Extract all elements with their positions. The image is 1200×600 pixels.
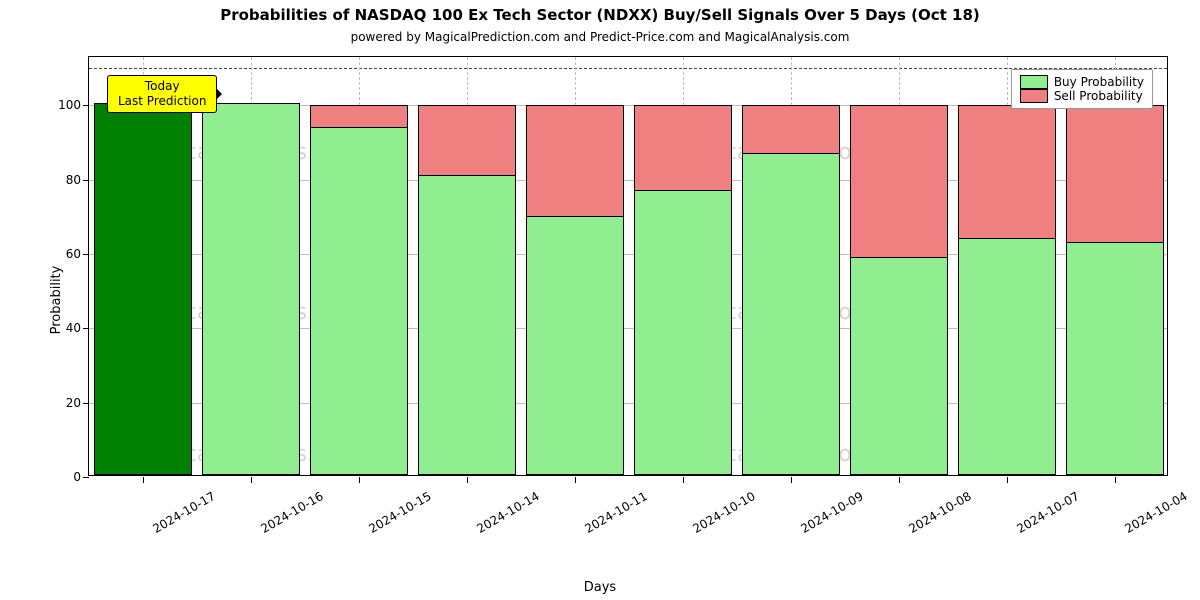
bar-buy xyxy=(526,215,623,475)
ytick-label: 40 xyxy=(41,321,81,335)
xtick-label: 2024-10-14 xyxy=(474,489,541,536)
ytick-mark xyxy=(83,403,89,404)
xtick-mark xyxy=(143,477,144,483)
xtick-label: 2024-10-09 xyxy=(798,489,865,536)
legend-label: Buy Probability xyxy=(1054,75,1144,89)
bar-buy xyxy=(202,103,299,475)
ytick-label: 60 xyxy=(41,247,81,261)
bar-buy xyxy=(1066,241,1163,475)
xtick-label: 2024-10-15 xyxy=(366,489,433,536)
xtick-mark xyxy=(1007,477,1008,483)
ytick-mark xyxy=(83,477,89,478)
xtick-mark xyxy=(251,477,252,483)
xtick-label: 2024-10-11 xyxy=(582,489,649,536)
legend-swatch xyxy=(1020,75,1048,89)
bar-buy xyxy=(94,103,191,475)
ytick-mark xyxy=(83,180,89,181)
bar-sell xyxy=(1066,105,1163,243)
xtick-mark xyxy=(791,477,792,483)
bar-sell xyxy=(742,105,839,153)
legend-label: Sell Probability xyxy=(1054,89,1143,103)
xtick-label: 2024-10-10 xyxy=(690,489,757,536)
ytick-mark xyxy=(83,328,89,329)
bar-sell xyxy=(958,105,1055,239)
bar-buy xyxy=(958,237,1055,475)
chart-title: Probabilities of NASDAQ 100 Ex Tech Sect… xyxy=(0,6,1200,24)
bar-buy xyxy=(310,126,407,475)
xtick-mark xyxy=(899,477,900,483)
legend: Buy ProbabilitySell Probability xyxy=(1011,69,1153,109)
ytick-label: 80 xyxy=(41,173,81,187)
xtick-mark xyxy=(359,477,360,483)
chart-subtitle: powered by MagicalPrediction.com and Pre… xyxy=(0,30,1200,44)
xtick-mark xyxy=(467,477,468,483)
bar-sell xyxy=(634,105,731,190)
bar-sell xyxy=(310,105,407,127)
legend-item-buy: Buy Probability xyxy=(1020,75,1144,89)
ytick-label: 20 xyxy=(41,396,81,410)
annotation-today: TodayLast Prediction xyxy=(107,75,217,113)
chart-container: Probabilities of NASDAQ 100 Ex Tech Sect… xyxy=(0,0,1200,600)
xtick-mark xyxy=(683,477,684,483)
plot-area: 020406080100MagicalAnalysis.comMagicalPr… xyxy=(88,56,1168,476)
bar-buy xyxy=(850,256,947,475)
xtick-label: 2024-10-07 xyxy=(1014,489,1081,536)
legend-swatch xyxy=(1020,89,1048,103)
legend-item-sell: Sell Probability xyxy=(1020,89,1144,103)
bar-buy xyxy=(418,174,515,475)
x-axis-label: Days xyxy=(0,580,1200,595)
ytick-mark xyxy=(83,254,89,255)
bar-sell xyxy=(526,105,623,217)
bar-sell xyxy=(850,105,947,257)
bar-sell xyxy=(418,105,515,176)
ytick-label: 100 xyxy=(41,98,81,112)
xtick-mark xyxy=(1115,477,1116,483)
xtick-label: 2024-10-17 xyxy=(150,489,217,536)
bar-buy xyxy=(742,152,839,475)
xtick-mark xyxy=(575,477,576,483)
xtick-label: 2024-10-16 xyxy=(258,489,325,536)
xtick-label: 2024-10-04 xyxy=(1122,489,1189,536)
annotation-line: Last Prediction xyxy=(118,94,206,109)
xtick-label: 2024-10-08 xyxy=(906,489,973,536)
annotation-line: Today xyxy=(118,79,206,94)
bar-buy xyxy=(634,189,731,475)
annotation-arrow-icon xyxy=(215,89,225,99)
ytick-label: 0 xyxy=(41,470,81,484)
ytick-mark xyxy=(83,105,89,106)
